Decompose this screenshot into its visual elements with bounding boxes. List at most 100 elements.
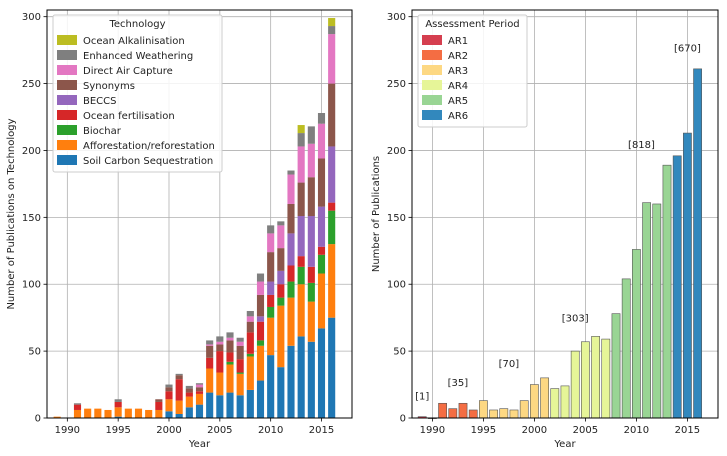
legend-label-synonyms: Synonyms [83,81,135,92]
bar-ar4-2004 [570,350,580,419]
bar-synonyms-2010 [267,252,275,282]
legend-label-ocean-fertilisation: Ocean fertilisation [83,111,175,122]
legend-label-ar4: AR4 [448,81,468,92]
left-axes-frame [46,9,353,419]
y-tick-label: 0 [400,414,406,425]
bar-soil-carbon-sequestration-2007 [236,395,244,418]
total-label-ar4: [303] [562,314,589,325]
bar-beccs-2016 [328,146,336,203]
bar-synonyms-1999 [155,399,163,402]
bar-ar3-1999 [519,400,529,419]
bar-direct-air-capture-2008 [246,316,254,322]
x-tick-label: 1990 [420,425,445,436]
bar-ocean-fertilisation-2012 [287,265,295,282]
bar-biochar-2012 [287,281,295,298]
x-tick-label: 2015 [675,425,700,436]
right-x-axis-label: Year [553,439,576,450]
bar-enhanced-weathering-2004 [206,340,214,345]
legend-swatch-biochar [57,125,77,135]
bar-afforestation-reforestation-2003 [195,393,204,405]
bar-ocean-fertilisation-1995 [114,401,122,408]
legend-swatch-ar1 [422,35,442,45]
bar-soil-carbon-sequestration-2000 [165,411,173,418]
bar-soil-carbon-sequestration-2014 [307,341,315,418]
bar-afforestation-reforestation-2004 [206,368,214,393]
bar-direct-air-capture-2014 [307,143,315,178]
bar-afforestation-reforestation-2011 [277,305,285,368]
bar-soil-carbon-sequestration-2009 [256,380,265,418]
bar-ocean-fertilisation-2006 [226,352,234,362]
bar-synonyms-2012 [287,203,295,234]
bar-ar2-1994 [468,409,478,419]
bar-ocean-fertilisation-2000 [165,391,173,400]
y-tick-label: 300 [22,12,41,23]
bar-enhanced-weathering-2005 [216,336,224,342]
y-tick-label: 100 [387,280,406,291]
bar-beccs-2012 [287,233,295,266]
legend-label-biochar: Biochar [83,126,122,137]
legend-label-ocean-alkalinisation: Ocean Alkalinisation [83,36,185,47]
x-tick-label: 1995 [471,425,496,436]
bar-afforestation-reforestation-1997 [134,408,143,418]
bar-direct-air-capture-2012 [287,174,295,204]
bar-ocean-fertilisation-2004 [206,357,214,369]
bar-synonyms-2006 [226,340,234,353]
bar-ocean-fertilisation-2010 [267,294,275,307]
y-tick-label: 200 [387,146,406,157]
bar-afforestation-reforestation-2001 [175,400,183,414]
bar-ocean-fertilisation-2001 [175,379,183,401]
bar-enhanced-weathering-2013 [297,133,305,147]
bar-ocean-fertilisation-1999 [155,401,163,410]
bar-ocean-alkalinisation-2013 [297,125,305,134]
bar-synonyms-2013 [297,182,305,217]
right-total-annotations: [1] [35] [70] [303] [818] [670] [415,43,701,402]
bar-ar5-2012 [652,203,662,419]
bar-biochar-2011 [277,297,285,306]
bar-soil-carbon-sequestration-2003 [195,404,204,418]
bar-ar2-1992 [448,408,458,419]
bar-biochar-2009 [256,340,265,346]
x-tick-label: 1995 [105,425,130,436]
bar-enhanced-weathering-1991 [73,403,82,405]
bar-ocean-fertilisation-2002 [185,392,193,397]
bar-soil-carbon-sequestration-2008 [246,389,254,418]
y-tick-label: 50 [28,347,41,358]
total-label-ar6: [670] [674,43,701,54]
right-y-axis-label: Number of Publications [371,156,382,272]
legend-label-ar5: AR5 [448,96,468,107]
bar-afforestation-reforestation-2002 [185,396,193,408]
bar-synonyms-2007 [236,345,244,360]
bar-synonyms-2005 [216,344,224,352]
bar-ocean-fertilisation-2014 [307,266,315,283]
legend-title: Technology [108,19,165,30]
bar-soil-carbon-sequestration-2010 [267,355,275,418]
y-tick-label: 150 [387,213,406,224]
right-y-ticks: 0 50 100 150 200 250 300 [387,12,412,425]
bar-biochar-2016 [328,210,336,245]
bar-afforestation-reforestation-1991 [73,409,82,418]
bar-synonyms-2015 [317,158,326,207]
bar-afforestation-reforestation-2009 [256,345,265,381]
bar-afforestation-reforestation-2016 [328,244,336,318]
legend-label-enhanced-weathering: Enhanced Weathering [83,51,193,62]
bar-afforestation-reforestation-2005 [216,372,224,396]
bar-afforestation-reforestation-1994 [104,409,112,418]
y-tick-label: 50 [393,347,406,358]
x-tick-label: 2000 [156,425,181,436]
bar-soil-carbon-sequestration-2001 [175,413,183,418]
bar-ar3-1998 [509,409,519,419]
technology-chart: 1990 1995 2000 2005 2010 2015 0 50 100 150 200 250… [6,9,353,450]
bar-soil-carbon-sequestration-2005 [216,395,224,418]
bar-direct-air-capture-2003 [195,384,204,388]
bar-direct-air-capture-2007 [236,341,244,346]
bar-biochar-2007 [236,372,244,374]
bar-ar6-2016 [693,68,702,419]
legend-label-ar6: AR6 [448,111,468,122]
bar-afforestation-reforestation-1998 [145,409,153,418]
bar-direct-air-capture-2009 [256,281,265,295]
bar-afforestation-reforestation-2012 [287,297,295,346]
bar-enhanced-weathering-2015 [317,113,326,124]
bar-afforestation-reforestation-1992 [84,408,92,418]
bar-enhanced-weathering-2003 [195,383,204,385]
